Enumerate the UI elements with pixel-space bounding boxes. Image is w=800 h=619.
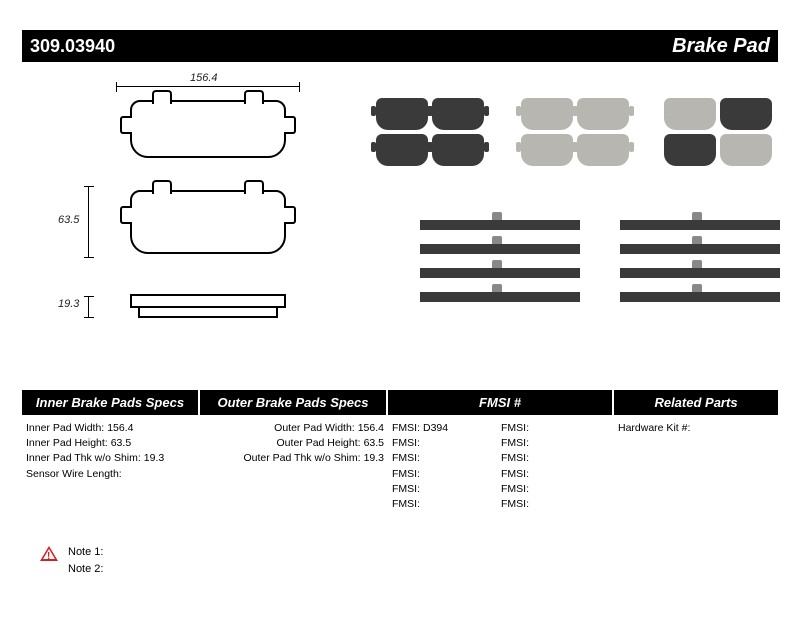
body-related: Hardware Kit #: xyxy=(614,415,778,438)
notes-block: Note 1: Note 2: xyxy=(40,544,103,577)
spec-line: Outer Pad Height:63.5 xyxy=(204,436,384,451)
dim-height-label: 63.5 xyxy=(58,214,79,226)
spec-line: Inner Pad Height:63.5 xyxy=(26,436,196,451)
dim-thk-label: 19.3 xyxy=(58,298,79,310)
header-bar: 309.03940 Brake Pad xyxy=(22,30,778,62)
pad-top-outline xyxy=(130,100,286,158)
spec-line: FMSI: xyxy=(392,451,501,466)
note-2: Note 2: xyxy=(68,561,103,578)
warning-icon xyxy=(40,546,58,561)
spec-line: FMSI: xyxy=(501,497,610,512)
body-fmsi: FMSI:D394 FMSI: FMSI: FMSI: FMSI: FMSI: … xyxy=(388,415,614,514)
hdr-inner: Inner Brake Pads Specs xyxy=(22,390,200,415)
specs-row: Inner Brake Pads Specs Inner Pad Width:1… xyxy=(22,390,778,514)
pad-side-plate xyxy=(130,294,286,308)
spec-line: FMSI: xyxy=(501,436,610,451)
product-photo-area xyxy=(370,90,770,370)
col-fmsi: FMSI # FMSI:D394 FMSI: FMSI: FMSI: FMSI:… xyxy=(388,390,614,514)
photo-set-edge-1 xyxy=(410,220,590,302)
dim-width-label: 156.4 xyxy=(190,72,218,84)
pad-side-friction xyxy=(138,308,278,318)
product-title: Brake Pad xyxy=(672,35,770,58)
dim-line-width xyxy=(116,86,300,87)
part-number: 309.03940 xyxy=(30,36,115,57)
note-1: Note 1: xyxy=(68,544,103,561)
col-outer: Outer Brake Pads Specs Outer Pad Width:1… xyxy=(200,390,388,514)
spec-line: Outer Pad Thk w/o Shim:19.3 xyxy=(204,451,384,466)
spec-line: Hardware Kit #: xyxy=(618,421,774,436)
spec-line: FMSI: xyxy=(392,467,501,482)
spec-line: FMSI: xyxy=(392,482,501,497)
spec-line: FMSI: xyxy=(501,467,610,482)
col-inner: Inner Brake Pads Specs Inner Pad Width:1… xyxy=(22,390,200,514)
photo-set-dark-front xyxy=(370,98,490,166)
spec-line: Outer Pad Width:156.4 xyxy=(204,421,384,436)
notes-text: Note 1: Note 2: xyxy=(68,544,103,577)
hdr-fmsi: FMSI # xyxy=(388,390,614,415)
fmsi-col-1: FMSI:D394 FMSI: FMSI: FMSI: FMSI: FMSI: xyxy=(392,421,501,512)
photo-set-mixed-back xyxy=(658,98,778,166)
spec-line: Inner Pad Width:156.4 xyxy=(26,421,196,436)
spec-line: FMSI: xyxy=(501,482,610,497)
hdr-outer: Outer Brake Pads Specs xyxy=(200,390,388,415)
spec-line: FMSI: xyxy=(501,451,610,466)
spec-line: Sensor Wire Length: xyxy=(26,467,196,482)
spec-line: FMSI: xyxy=(392,497,501,512)
photo-set-light-front xyxy=(515,98,635,166)
spec-line: FMSI: xyxy=(392,436,501,451)
engineering-drawing: 156.4 63.5 19.3 xyxy=(30,72,330,372)
spec-line: Inner Pad Thk w/o Shim:19.3 xyxy=(26,451,196,466)
fmsi-col-2: FMSI: FMSI: FMSI: FMSI: FMSI: FMSI: xyxy=(501,421,610,512)
pad-middle-outline xyxy=(130,190,286,254)
col-related: Related Parts Hardware Kit #: xyxy=(614,390,778,514)
spec-line: FMSI: xyxy=(501,421,610,436)
spec-line: FMSI:D394 xyxy=(392,421,501,436)
dim-line-height xyxy=(88,186,89,258)
body-outer: Outer Pad Width:156.4 Outer Pad Height:6… xyxy=(200,415,388,469)
hdr-related: Related Parts xyxy=(614,390,778,415)
body-inner: Inner Pad Width:156.4 Inner Pad Height:6… xyxy=(22,415,200,484)
dim-line-thk xyxy=(88,296,89,318)
photo-set-edge-2 xyxy=(610,220,790,302)
